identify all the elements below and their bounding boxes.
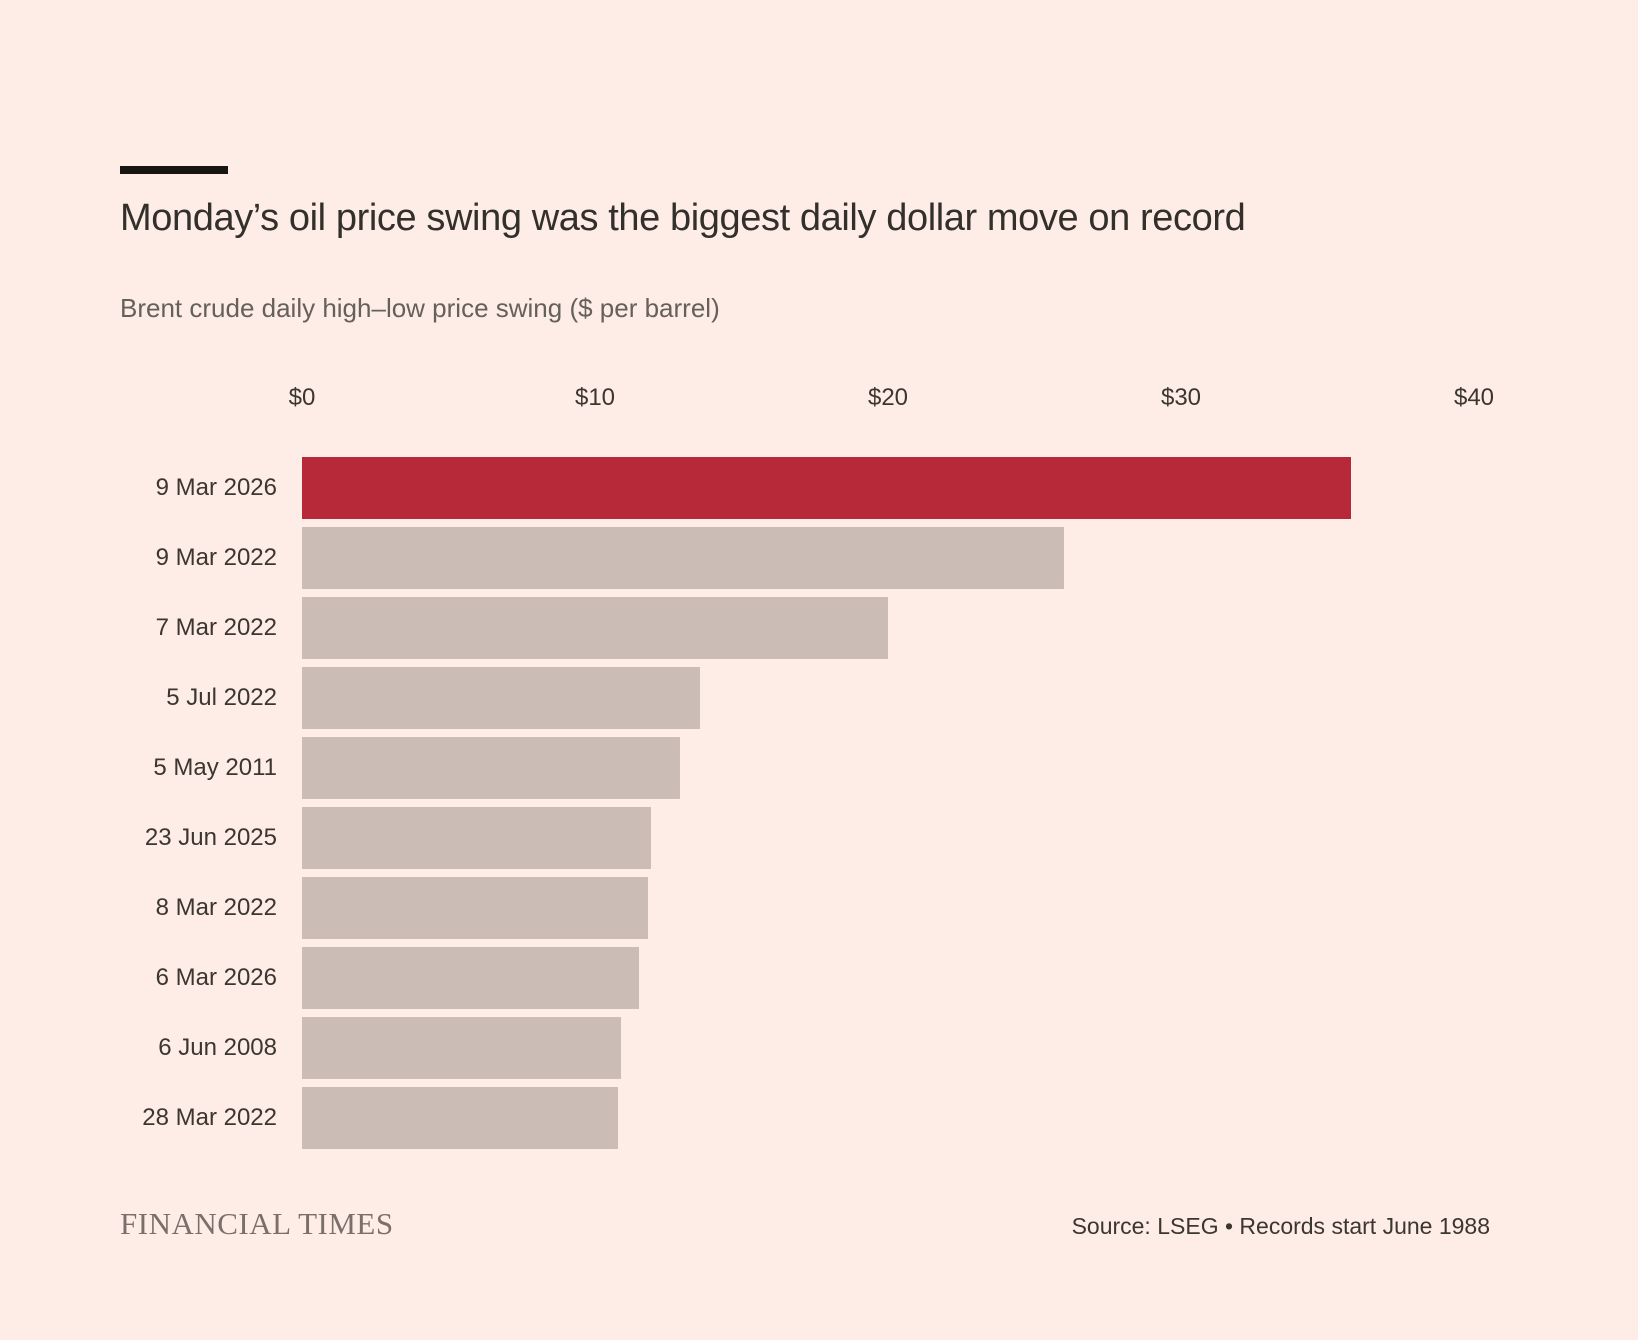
bar [302,947,639,1009]
bar [302,527,1064,589]
x-axis-tick: $10 [574,384,616,411]
category-label: 7 Mar 2022 [155,614,277,641]
bar [302,597,888,659]
bar [302,877,648,939]
category-label: 8 Mar 2022 [155,894,277,921]
category-label: 9 Mar 2026 [155,474,277,501]
chart-subtitle: Brent crude daily high–low price swing (… [120,293,720,323]
category-label: 23 Jun 2025 [144,824,277,851]
chart-title: Monday’s oil price swing was the biggest… [120,197,1246,239]
financial-times-wordmark: FINANCIAL TIMES [120,1206,394,1241]
bar [302,737,680,799]
category-label: 6 Mar 2026 [155,964,277,991]
bar [302,807,651,869]
bar [302,667,701,729]
category-label: 28 Mar 2022 [142,1104,277,1131]
headline-rule [120,166,228,174]
chart-footer: FINANCIAL TIMES Source: LSEG • Records s… [120,1206,1490,1242]
category-label: 5 Jul 2022 [166,684,277,711]
category-label: 9 Mar 2022 [155,544,277,571]
source-note: Source: LSEG • Records start June 1988 [1071,1213,1490,1239]
bar [302,457,1351,519]
category-label: 6 Jun 2008 [158,1034,277,1061]
x-axis-tick: $0 [288,384,316,411]
x-axis-tick: $30 [1160,384,1202,411]
category-label: 5 May 2011 [153,754,277,781]
bar [302,1017,622,1079]
x-axis-tick: $20 [867,384,909,411]
bar [302,1087,619,1149]
x-axis-tick: $40 [1453,384,1495,411]
